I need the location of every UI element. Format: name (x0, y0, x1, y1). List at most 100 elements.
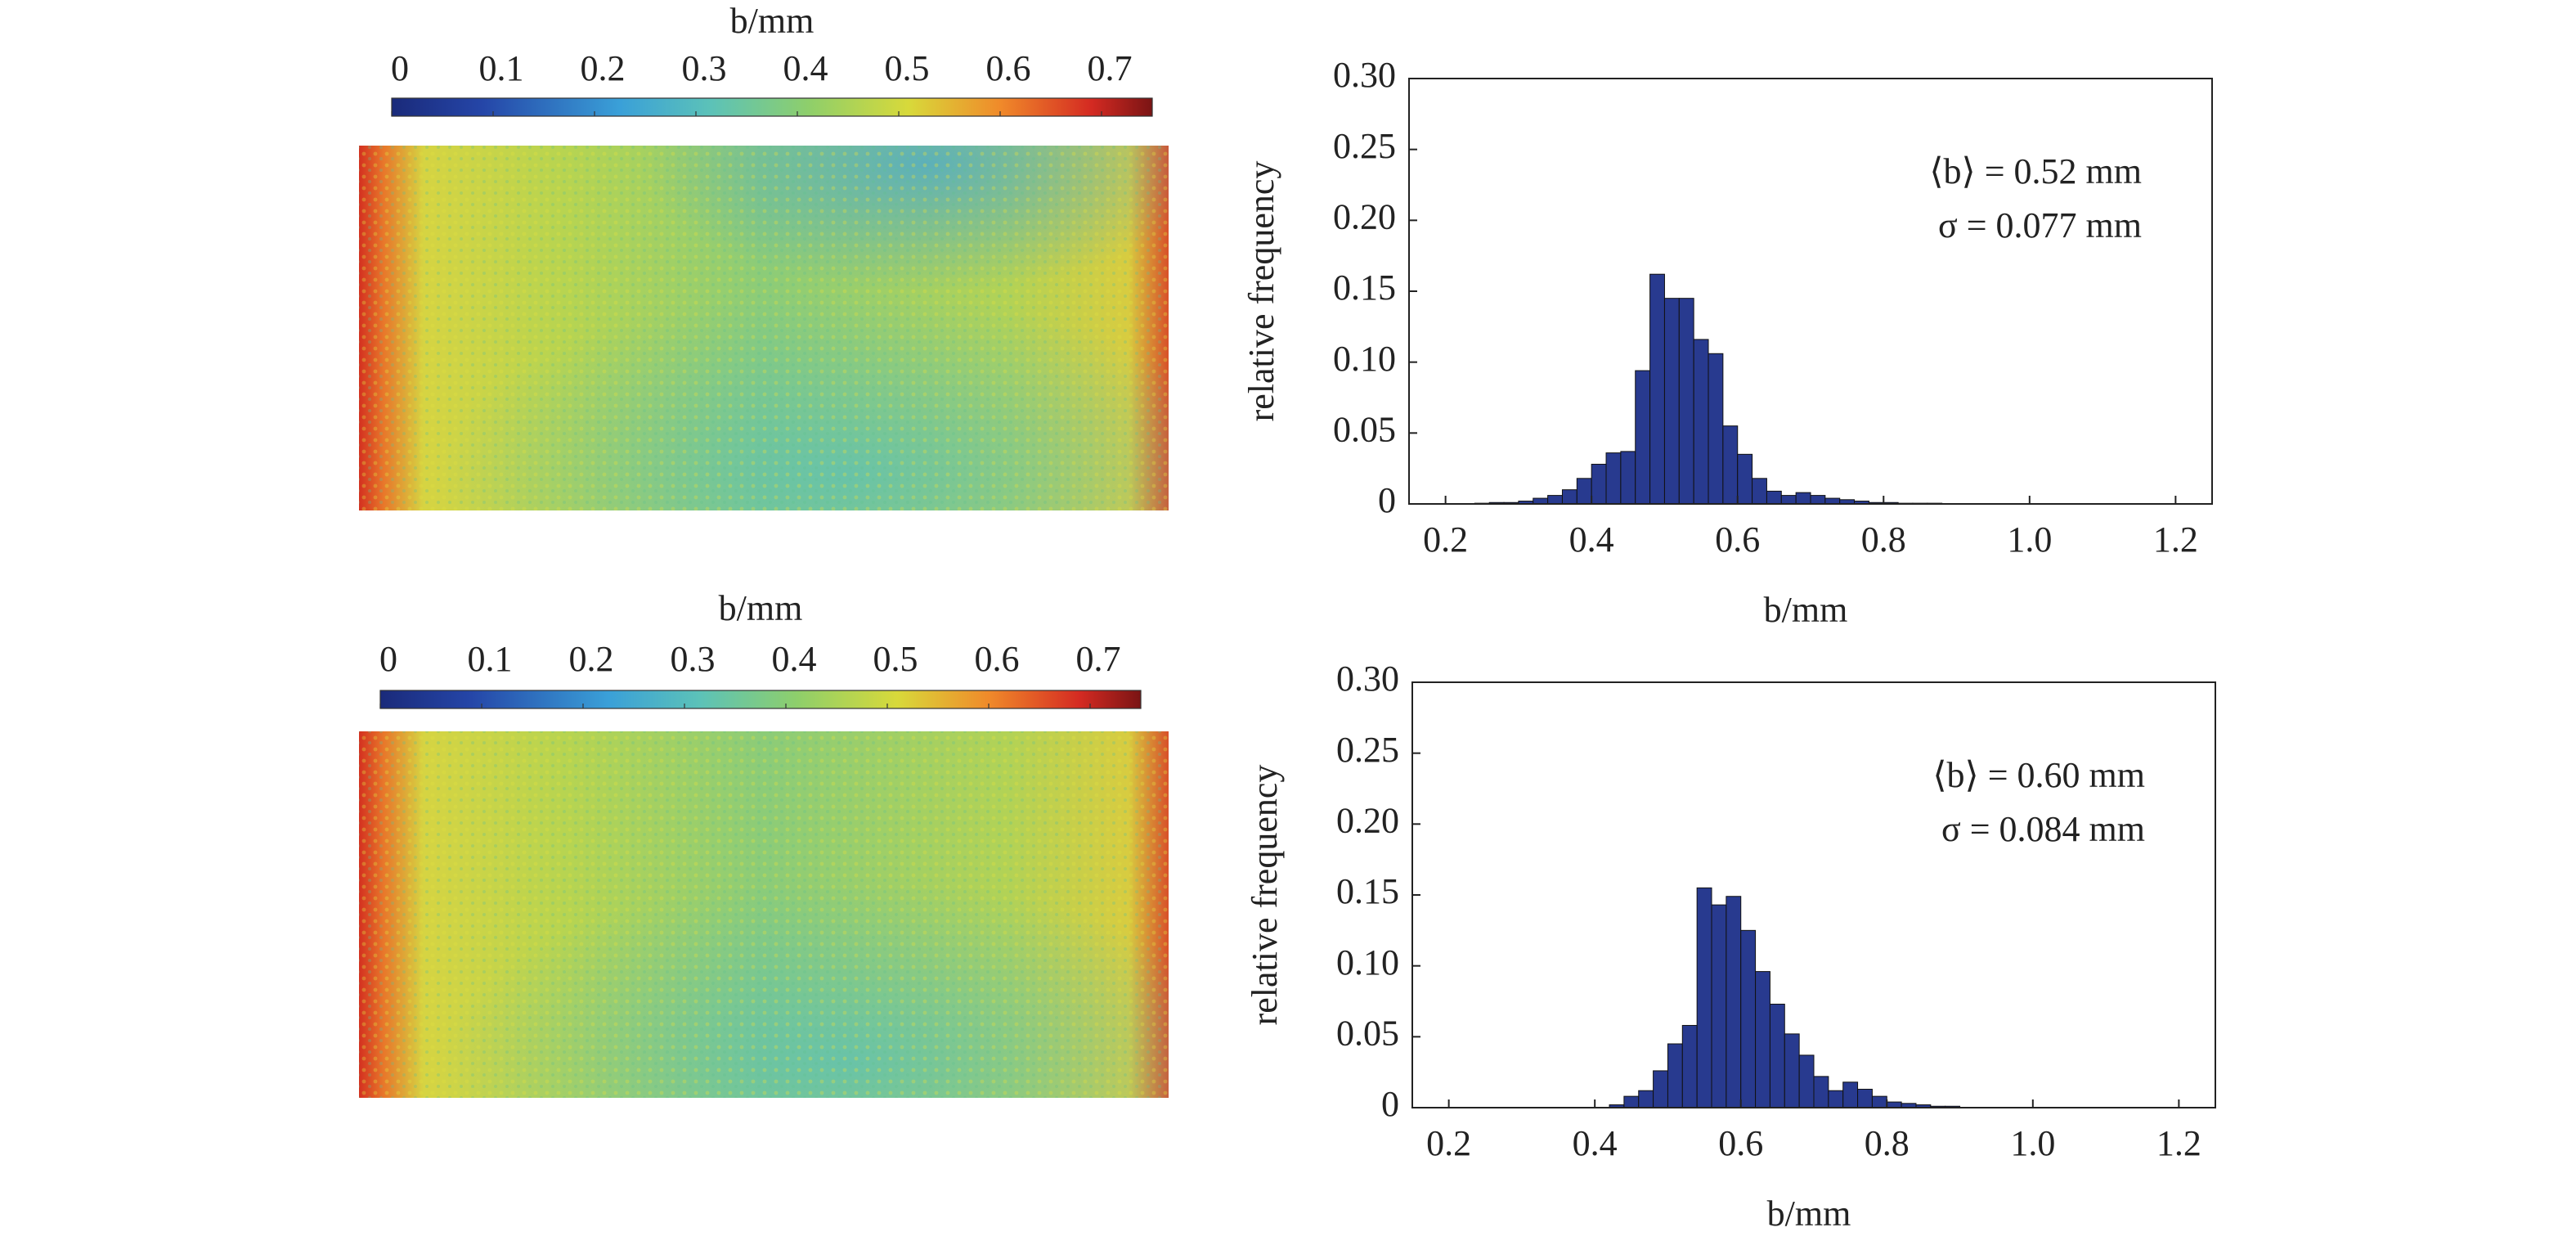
colorbar-tick-label: 0.1 (468, 639, 513, 679)
x-tick-label: 0.4 (1569, 519, 1614, 560)
colorbar-tick-label: 0.7 (1076, 639, 1121, 679)
bar (1620, 451, 1636, 505)
x-tick-label: 0.8 (1861, 519, 1906, 560)
bar (1678, 298, 1694, 505)
bar (1533, 497, 1549, 505)
x-tick-label: 1.0 (2007, 519, 2052, 560)
bar (1576, 478, 1592, 505)
bar (1605, 452, 1622, 505)
y-tick-label: 0.10 (1333, 339, 1396, 379)
y-tick-label: 0.30 (1336, 659, 1399, 699)
colorbar-tick-label: 0.3 (671, 639, 716, 679)
y-tick-label: 0.30 (1333, 55, 1396, 95)
bar (1696, 887, 1712, 1108)
colorbar (379, 690, 1142, 709)
colorbar-tick-label: 0.4 (772, 639, 817, 679)
bar (1857, 1088, 1873, 1108)
bar (1708, 353, 1724, 505)
bar (1653, 1070, 1668, 1108)
colorbar-tick-label: 0.1 (479, 48, 524, 88)
bar (1813, 1076, 1829, 1108)
bar (1871, 1095, 1887, 1108)
y-axis-label: relative frequency (1241, 161, 1281, 422)
bar (1780, 495, 1797, 505)
bar (1726, 896, 1742, 1108)
x-tick-label: 0.8 (1865, 1123, 1910, 1163)
x-tick-label: 0.6 (1718, 1123, 1763, 1163)
y-tick-label: 0 (1381, 1084, 1399, 1124)
bar (1649, 273, 1665, 505)
heatmap-image-1 (359, 146, 1169, 510)
y-axis-label: relative frequency (1245, 765, 1285, 1026)
colorbar-tick-label: 0.6 (986, 48, 1031, 88)
annotation: ⟨b⟩ = 0.52 mm (1929, 151, 2142, 191)
bar (1667, 1043, 1683, 1108)
bar (1638, 1090, 1654, 1108)
colorbar (391, 97, 1153, 117)
bar (1795, 492, 1811, 505)
y-tick-label: 0.20 (1336, 800, 1399, 840)
x-axis-label: b/mm (1767, 1194, 1851, 1234)
bar (1784, 1033, 1800, 1108)
bar (1547, 495, 1563, 505)
y-tick-label: 0.20 (1333, 196, 1396, 236)
colorbar-tick-label: 0.3 (682, 48, 727, 88)
y-tick-label: 0 (1378, 480, 1396, 520)
colorbar-tick-label: 0.7 (1088, 48, 1133, 88)
bar (1737, 453, 1753, 505)
colorbar-tick-label: 0 (391, 48, 409, 88)
annotation: σ = 0.077 mm (1938, 205, 2142, 245)
y-tick-label: 0.05 (1333, 409, 1396, 449)
x-tick-label: 0.2 (1426, 1123, 1471, 1163)
bar (1766, 490, 1782, 505)
x-tick-label: 0.6 (1715, 519, 1760, 560)
bar (1635, 370, 1651, 505)
bar (1711, 904, 1727, 1108)
bar (1755, 971, 1770, 1108)
colorbar-tick-label: 0.6 (975, 639, 1020, 679)
y-tick-label: 0.15 (1336, 871, 1399, 911)
y-tick-label: 0.05 (1336, 1013, 1399, 1053)
bar (1769, 1003, 1785, 1108)
bar (1591, 463, 1607, 505)
colorbar-tick-label: 0.2 (581, 48, 626, 88)
bar (1752, 478, 1767, 505)
x-tick-label: 1.2 (2153, 519, 2198, 560)
colorbar-label: b/mm (730, 1, 815, 41)
bar (1623, 1095, 1640, 1108)
bar (1693, 339, 1709, 505)
bar (1886, 1101, 1902, 1108)
bar (1842, 1081, 1859, 1108)
bar (1681, 1024, 1698, 1108)
bar (1798, 1054, 1815, 1108)
annotation: ⟨b⟩ = 0.60 mm (1932, 755, 2145, 795)
bar (1828, 1090, 1844, 1108)
plot-frame (1408, 78, 2213, 505)
annotation: σ = 0.084 mm (1941, 809, 2145, 849)
colorbar-tick-label: 0.4 (783, 48, 828, 88)
plot-frame (1411, 681, 2216, 1108)
x-tick-label: 1.0 (2010, 1123, 2055, 1163)
y-tick-label: 0.15 (1333, 268, 1396, 308)
y-tick-label: 0.10 (1336, 942, 1399, 982)
y-tick-label: 0.25 (1336, 730, 1399, 770)
bar (1824, 497, 1841, 505)
colorbar-tick-label: 0.2 (569, 639, 614, 679)
x-tick-label: 0.2 (1423, 519, 1468, 560)
bar (1663, 298, 1680, 505)
y-tick-label: 0.25 (1333, 126, 1396, 166)
bar (1810, 495, 1826, 505)
bar (1740, 929, 1757, 1108)
x-axis-label: b/mm (1764, 590, 1848, 630)
colorbar-tick-label: 0 (379, 639, 397, 679)
x-tick-label: 0.4 (1573, 1123, 1618, 1163)
bar (1561, 489, 1577, 505)
heatmap-image-2 (359, 731, 1169, 1098)
x-tick-label: 1.2 (2156, 1123, 2201, 1163)
bar (1722, 425, 1739, 505)
colorbar-tick-label: 0.5 (885, 48, 930, 88)
colorbar-label: b/mm (719, 588, 803, 628)
colorbar-tick-label: 0.5 (873, 639, 918, 679)
